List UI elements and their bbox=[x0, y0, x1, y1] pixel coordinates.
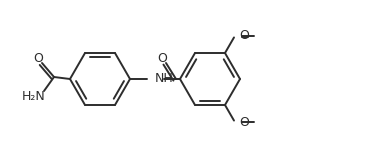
Text: O: O bbox=[33, 52, 43, 66]
Text: O: O bbox=[239, 29, 249, 42]
Text: H₂N: H₂N bbox=[22, 89, 46, 103]
Text: O: O bbox=[239, 116, 249, 129]
Text: O: O bbox=[157, 52, 167, 64]
Text: NH: NH bbox=[155, 73, 174, 85]
